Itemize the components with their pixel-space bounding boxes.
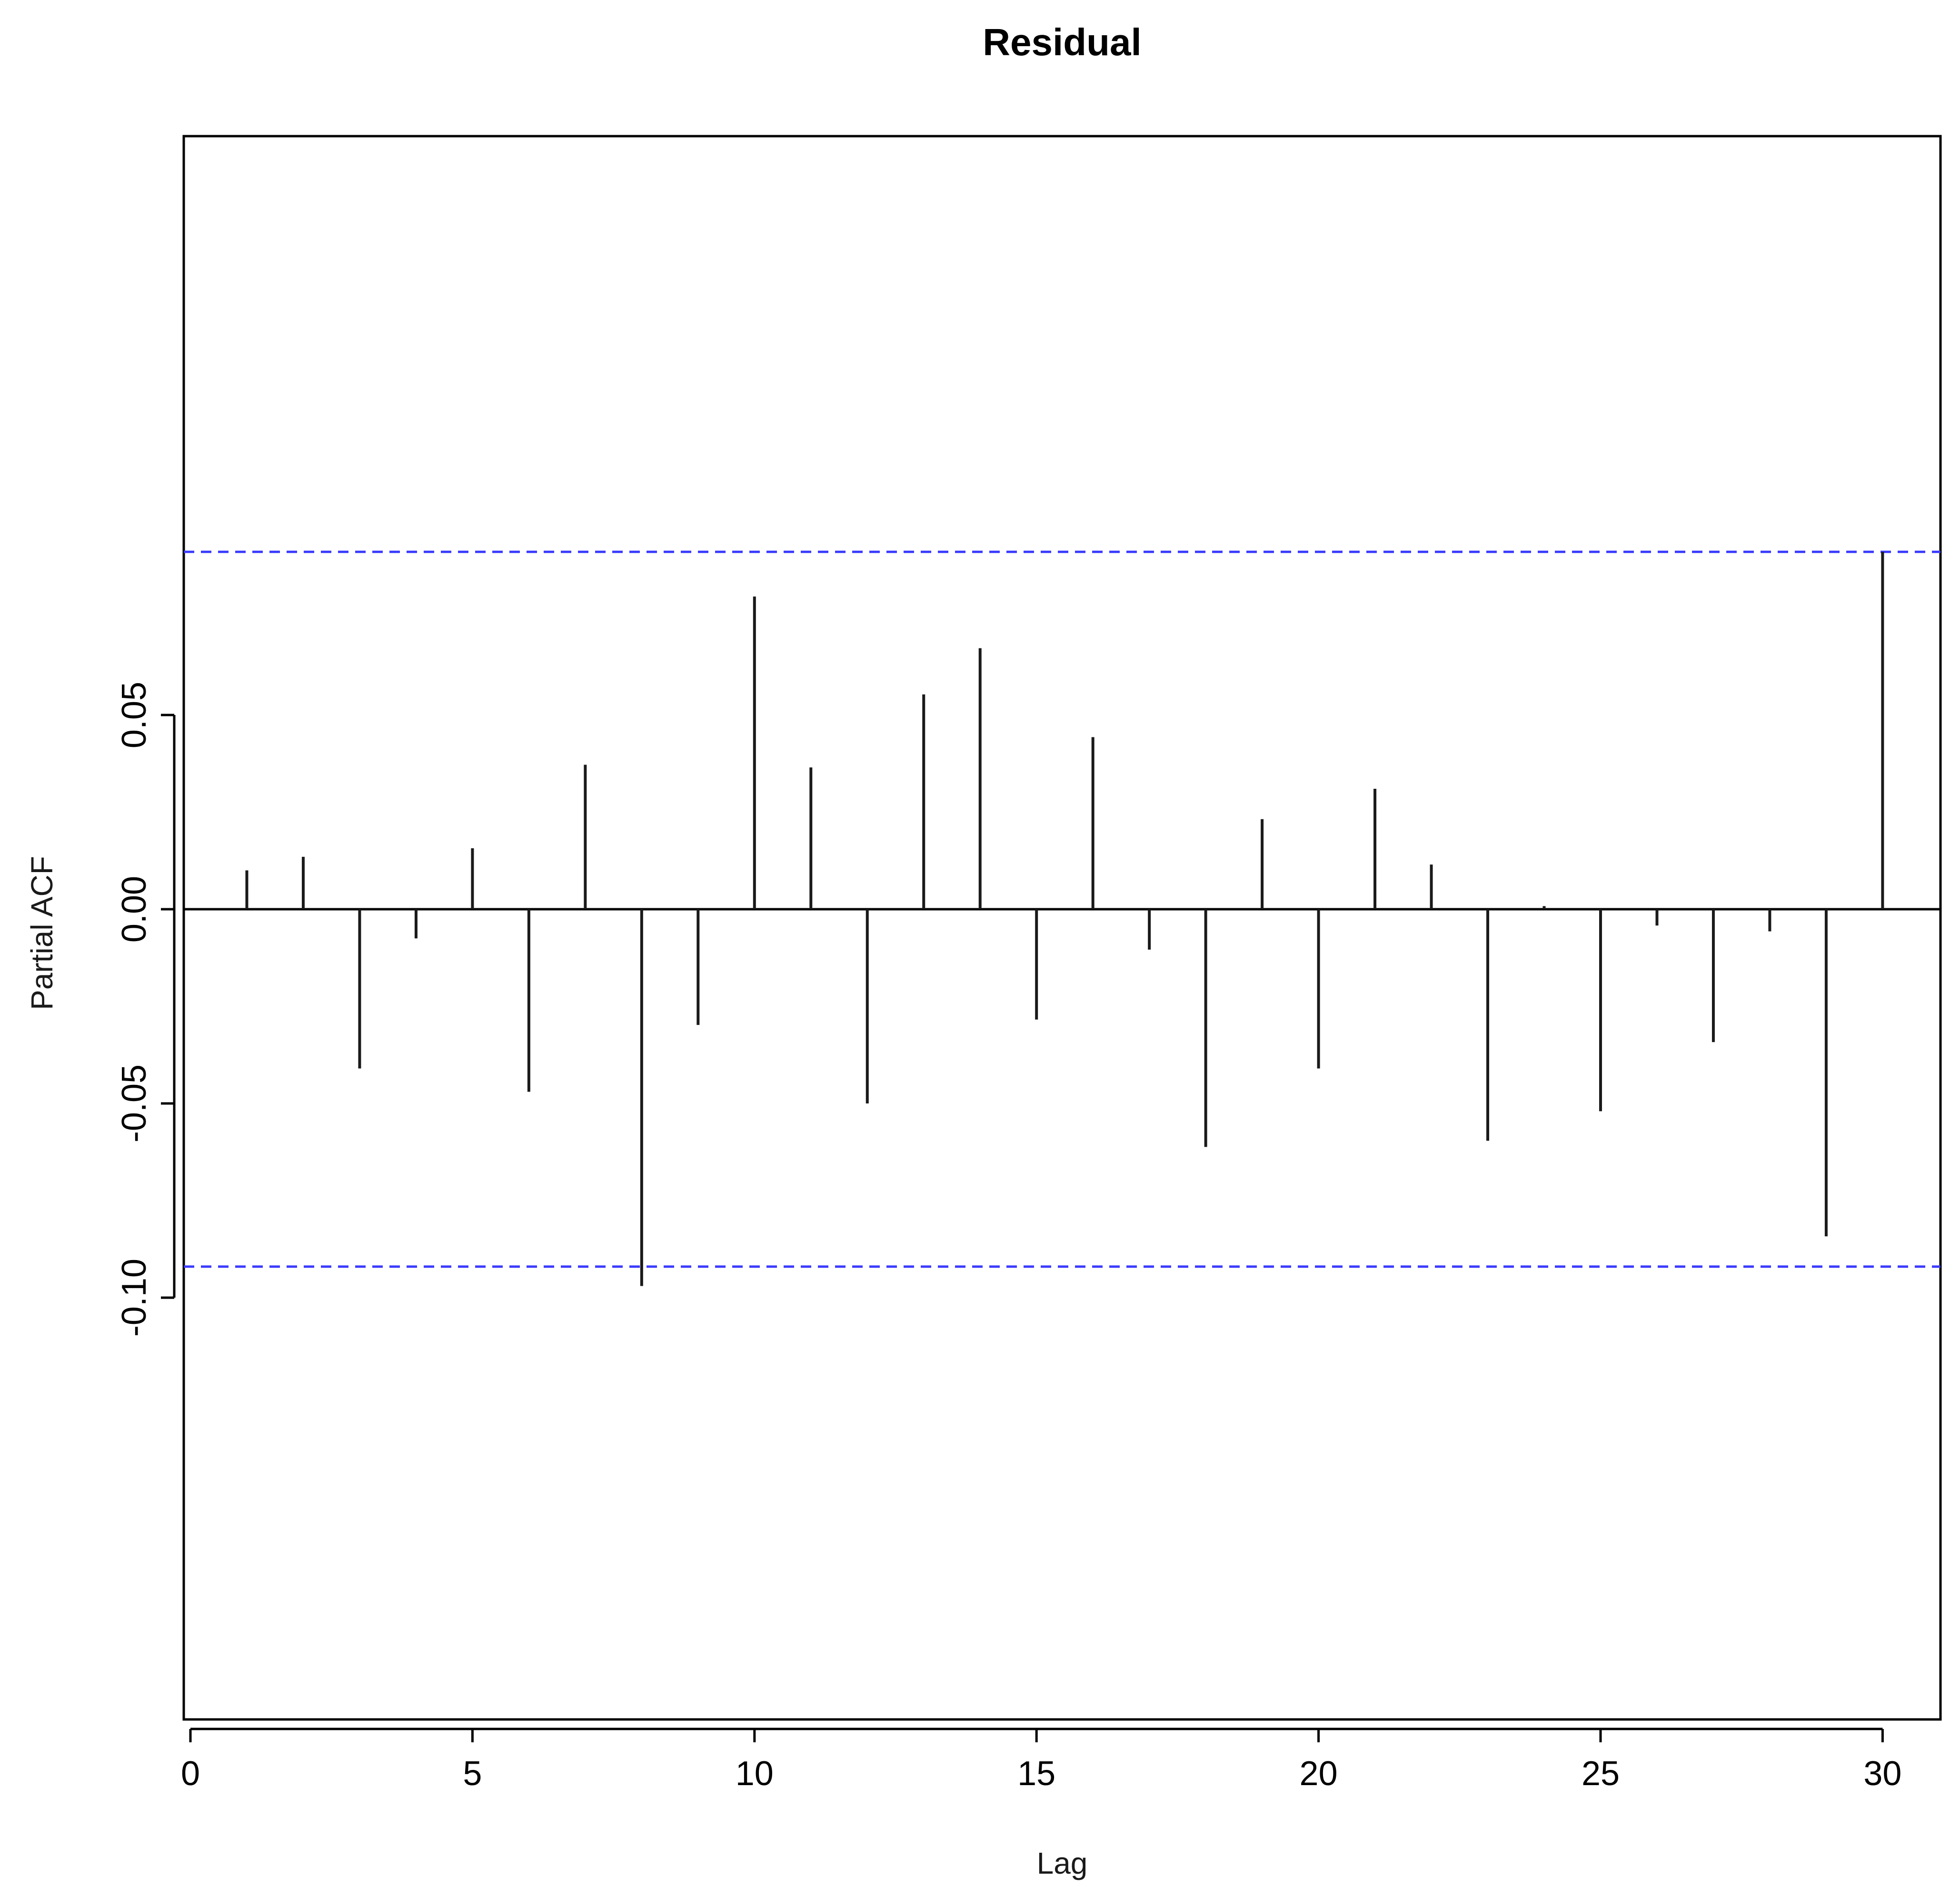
x-tick-label: 20	[1300, 1755, 1338, 1793]
y-tick-label: 0.00	[115, 876, 153, 943]
x-axis-title: Lag	[1037, 1846, 1088, 1880]
y-tick-label: -0.10	[115, 1259, 153, 1337]
chart-title: Residual	[983, 21, 1141, 63]
confidence-bounds	[184, 550, 1940, 1268]
y-axis-title: Partial ACF	[25, 856, 59, 1010]
y-axis: -0.10 -0.05 0.00 0.05	[115, 682, 176, 1337]
x-tick-label: 25	[1582, 1755, 1620, 1793]
x-tick-label: 10	[736, 1755, 774, 1793]
x-axis: 0 5 10 15 20 25 30	[181, 1728, 1901, 1793]
x-tick-label: 15	[1017, 1755, 1055, 1793]
y-tick-label: 0.05	[115, 682, 153, 748]
x-tick-label: 5	[463, 1755, 482, 1793]
plot-frame	[182, 135, 1942, 1721]
pacf-bars	[245, 552, 1884, 1286]
x-tick-label: 30	[1863, 1755, 1901, 1793]
y-tick-label: -0.05	[115, 1064, 153, 1142]
x-tick-label: 0	[181, 1755, 200, 1793]
